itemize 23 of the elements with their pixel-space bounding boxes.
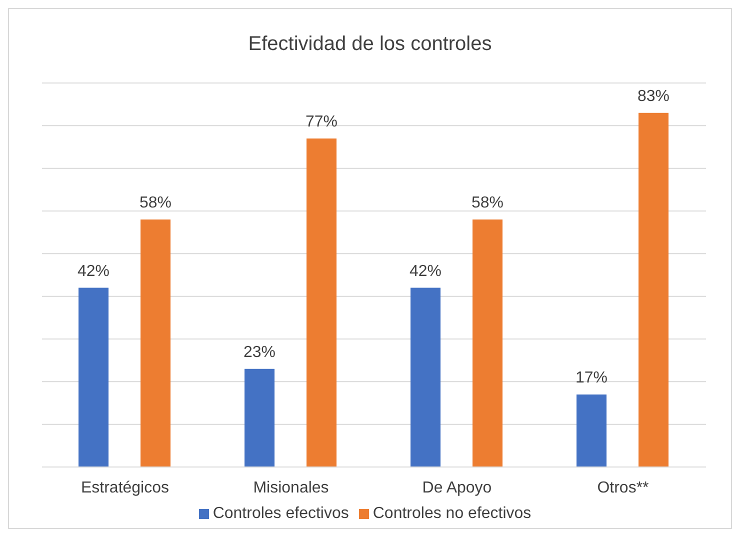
bar (78, 288, 109, 467)
bar (638, 112, 669, 467)
legend-label: Controles no efectivos (372, 505, 532, 522)
data-label: 42% (410, 262, 442, 280)
legend-label: Controles efectivos (212, 505, 349, 522)
data-label: 17% (576, 369, 608, 386)
data-label: 42% (78, 262, 110, 280)
data-label: 58% (472, 194, 504, 212)
bar (244, 368, 275, 467)
data-label: 58% (140, 194, 172, 212)
bar (472, 220, 503, 467)
bar (140, 220, 171, 467)
data-label: 23% (244, 344, 276, 361)
chart-title: Efectividad de los controles (247, 33, 493, 57)
bar (410, 288, 441, 467)
data-label: 83% (638, 88, 670, 105)
x-tick-label: De Apoyo (422, 479, 492, 496)
bar (306, 138, 337, 467)
bar (576, 394, 607, 467)
x-tick-label: Otros** (597, 479, 649, 496)
data-label: 77% (306, 113, 338, 130)
x-tick-label: Estratégicos (80, 479, 170, 496)
x-tick-label: Misionales (253, 479, 329, 496)
